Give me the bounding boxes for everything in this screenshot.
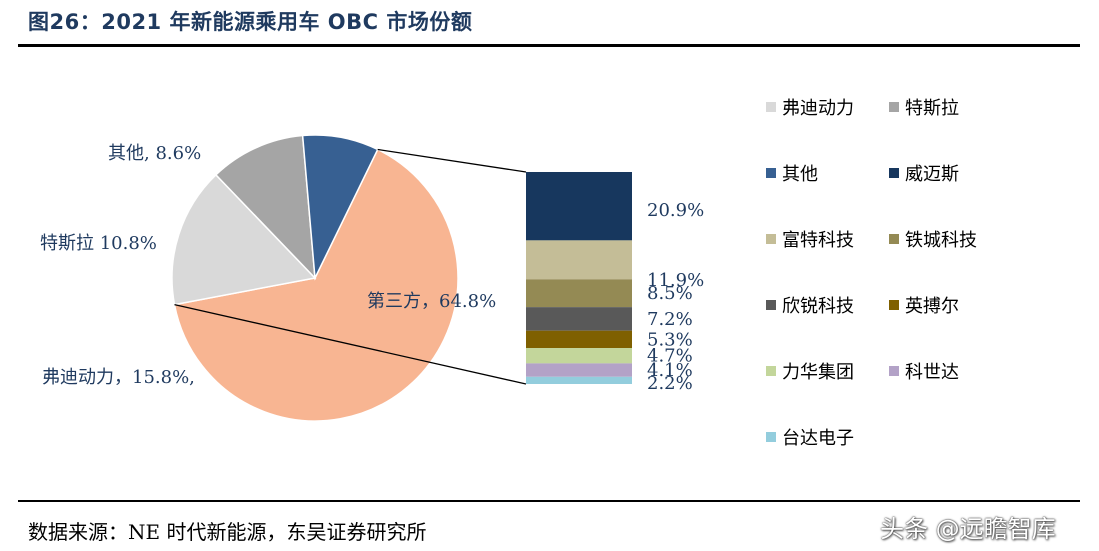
pie-label-0: 第三方，64.8% — [367, 291, 496, 312]
legend-item: 科世达 — [889, 359, 1012, 383]
bar-label-1: 11.9% — [647, 270, 704, 291]
legend: 弗迪动力 特斯拉其他 威迈斯富特科技 铁城科技欣锐科技 英搏尔力华集团 科世达台达电子 — [766, 95, 1016, 449]
legend-item: 弗迪动力 — [766, 95, 889, 119]
figure-title: 图26：2021 年新能源乘用车 OBC 市场份额 — [28, 10, 473, 34]
legend-item: 威迈斯 — [889, 161, 1012, 185]
data-label-group: 第三方，64.8% 弗迪动力，15.8%, 特斯拉 10.8% 其他, 8.6% 20.… — [40, 143, 704, 394]
source-note: 数据来源：NE 时代新能源，东吴证券研究所 — [28, 520, 427, 544]
legend-item: 台达电子 — [766, 425, 889, 449]
legend-item: 其他 — [766, 161, 889, 185]
bar-segment-2 — [526, 279, 632, 308]
legend-label: 铁城科技 — [905, 230, 977, 251]
legend-swatch — [889, 366, 899, 376]
bottom-rule — [18, 500, 1080, 502]
pie-slice-1 — [171, 173, 317, 306]
breakdown-bar-group — [526, 172, 632, 384]
legend-swatch — [889, 300, 899, 310]
legend-label: 科世达 — [905, 362, 959, 383]
pie-label-2: 特斯拉 10.8% — [40, 233, 157, 254]
bar-label-7: 2.2% — [647, 373, 693, 394]
legend-item: 富特科技 — [766, 227, 889, 251]
legend-swatch — [766, 102, 776, 112]
bar-segment-6 — [526, 363, 632, 377]
legend-item: 特斯拉 — [889, 95, 1012, 119]
pie-group — [171, 134, 459, 422]
bar-segment-3 — [526, 307, 632, 331]
legend-label: 弗迪动力 — [782, 98, 854, 119]
bar-segment-5 — [526, 348, 632, 364]
bar-segment-0 — [526, 172, 632, 241]
legend-label: 特斯拉 — [905, 98, 959, 119]
bar-segment-7 — [526, 376, 632, 384]
bar-segment-1 — [526, 240, 632, 280]
legend-swatch — [766, 432, 776, 442]
legend-label: 威迈斯 — [905, 164, 959, 185]
pie-label-1: 弗迪动力，15.8%, — [42, 367, 195, 388]
pie-slice-2 — [214, 134, 316, 281]
legend-swatch — [766, 168, 776, 178]
watermark: 头条 @远瞻智库 — [880, 515, 1056, 543]
pie-label-3: 其他, 8.6% — [108, 143, 201, 164]
legend-label: 欣锐科技 — [782, 296, 854, 317]
legend-item: 铁城科技 — [889, 227, 1012, 251]
top-rule — [18, 44, 1080, 47]
pie-slice-3 — [301, 134, 379, 281]
legend-label: 其他 — [782, 164, 818, 185]
legend-swatch — [766, 366, 776, 376]
bar-segment-4 — [526, 330, 632, 349]
legend-swatch — [889, 102, 899, 112]
bar-label-2: 8.5% — [647, 283, 693, 304]
bar-label-0: 20.9% — [647, 200, 704, 221]
bar-label-3: 7.2% — [647, 309, 693, 330]
bar-label-5: 4.7% — [647, 346, 693, 367]
bar-label-4: 5.3% — [647, 329, 693, 350]
legend-swatch — [766, 234, 776, 244]
connector-lines — [174, 148, 527, 385]
legend-label: 富特科技 — [782, 230, 854, 251]
legend-item: 力华集团 — [766, 359, 889, 383]
legend-item: 欣锐科技 — [766, 293, 889, 317]
legend-label: 力华集团 — [782, 362, 854, 383]
legend-swatch — [766, 300, 776, 310]
legend-swatch — [889, 168, 899, 178]
bar-label-6: 4.1% — [647, 360, 693, 381]
legend-label: 台达电子 — [782, 428, 854, 449]
connector-line-top — [377, 148, 527, 173]
legend-label: 英搏尔 — [905, 296, 959, 317]
legend-item: 英搏尔 — [889, 293, 1012, 317]
legend-swatch — [889, 234, 899, 244]
connector-line-bottom — [174, 303, 527, 385]
